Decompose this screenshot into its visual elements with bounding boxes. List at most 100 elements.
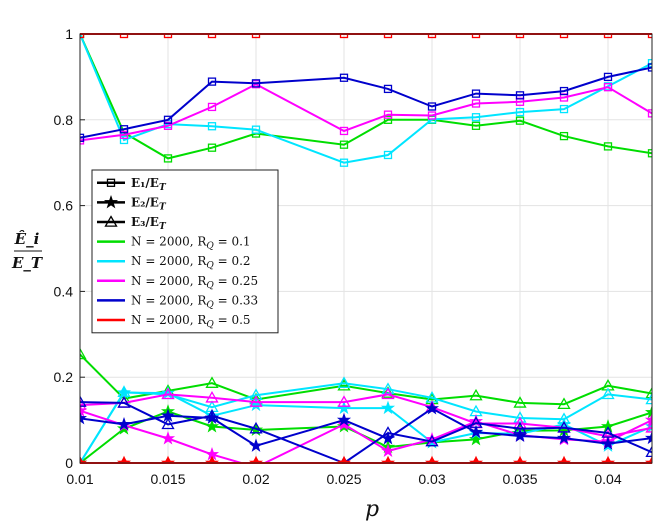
data-point-marker: [383, 115, 393, 124]
data-point-marker: [380, 400, 396, 415]
y-tick-label: 0.8: [54, 112, 74, 128]
data-point-marker: [251, 125, 261, 134]
data-point-marker: [427, 111, 437, 120]
y-axis-label-numerator: Ê_i: [14, 230, 40, 248]
data-point-marker: [557, 421, 571, 433]
data-point-marker: [383, 456, 393, 464]
data-point-marker: [381, 387, 395, 400]
data-point-marker: [249, 388, 263, 400]
data-point-marker: [116, 416, 132, 431]
series-line: [80, 66, 652, 139]
data-point-marker: [471, 121, 481, 130]
data-point-marker: [207, 122, 217, 131]
data-point-marker: [468, 424, 484, 439]
data-point-marker: [515, 116, 525, 125]
data-point-marker: [513, 416, 527, 429]
legend-entry-label: N = 2000, RQ = 0.2: [131, 254, 251, 271]
y-tick-label: 0.2: [54, 369, 74, 385]
data-point-marker: [603, 456, 613, 464]
data-point-marker: [80, 398, 87, 410]
series-line: [80, 83, 652, 142]
data-point-marker: [161, 387, 175, 400]
data-point-marker: [163, 115, 173, 124]
data-point-marker: [468, 431, 484, 446]
data-point-marker: [383, 110, 393, 119]
data-point-marker: [645, 386, 652, 399]
series-line-group: [80, 401, 652, 452]
legend-entry-label: N = 2000, RQ = 0.1: [131, 235, 251, 252]
data-point-marker: [80, 395, 87, 407]
data-point-marker: [647, 63, 652, 72]
data-point-marker: [383, 84, 393, 94]
y-tick-label: 0: [65, 455, 73, 471]
data-point-marker: [80, 410, 88, 425]
data-point-marker: [160, 431, 176, 445]
x-tick-label: 0.025: [326, 471, 361, 487]
series-line-group: [80, 33, 652, 167]
legend-marker-sample: [103, 194, 119, 209]
data-point-marker: [471, 99, 481, 108]
data-point-marker: [600, 436, 616, 450]
data-point-marker: [644, 430, 652, 445]
data-point-marker: [647, 456, 652, 464]
y-axis-label-denominator: E_T: [11, 254, 44, 272]
data-point-marker: [513, 421, 527, 434]
data-point-marker: [645, 392, 652, 405]
data-point-marker: [383, 150, 393, 160]
data-point-marker: [644, 412, 652, 427]
data-point-marker: [381, 426, 395, 438]
legend-box: [91, 169, 279, 334]
data-point-marker: [248, 438, 264, 452]
data-point-marker: [205, 376, 219, 388]
data-point-marker: [163, 456, 173, 464]
data-point-marker: [251, 79, 261, 88]
data-point-marker: [471, 456, 481, 464]
data-point-marker: [469, 388, 483, 401]
data-point-marker: [512, 428, 528, 442]
legend-entry-label: E₃/ET: [131, 215, 167, 232]
data-point-marker: [336, 412, 352, 427]
data-point-marker: [603, 142, 613, 151]
data-point-marker: [513, 396, 527, 408]
data-point-marker: [603, 72, 613, 82]
data-point-marker: [601, 387, 615, 400]
data-point-marker: [207, 102, 217, 112]
data-point-marker: [556, 430, 572, 445]
data-point-marker: [559, 456, 569, 464]
legend-entry-label: N = 2000, RQ = 0.5: [131, 313, 251, 330]
legend-marker-sample: [106, 178, 116, 187]
data-point-marker: [427, 102, 437, 111]
data-point-marker: [515, 107, 525, 117]
legend-marker-sample: [104, 215, 118, 227]
data-point-marker: [381, 382, 395, 394]
data-point-marker: [205, 408, 219, 421]
data-point-marker: [251, 456, 261, 464]
data-point-marker: [427, 456, 437, 464]
series-line: [80, 33, 652, 160]
x-axis-label: p: [365, 497, 379, 522]
data-point-marker: [80, 456, 85, 464]
data-point-marker: [337, 395, 351, 407]
data-point-marker: [117, 396, 131, 408]
data-point-marker: [647, 109, 652, 118]
data-point-marker: [645, 445, 652, 458]
data-point-marker: [425, 434, 439, 447]
legend-entry-label: E₂/ET: [131, 195, 167, 212]
series-group: [80, 33, 652, 464]
data-point-marker: [207, 456, 217, 464]
series-line-group: [80, 63, 652, 142]
data-point-marker: [80, 347, 87, 360]
legend: E₁/ET E₂/ET E₃/ET N = 2000, RQ = 0.1 N = 200…: [91, 169, 279, 334]
data-point-marker: [160, 385, 176, 400]
data-point-marker: [339, 140, 349, 149]
data-point-marker: [515, 456, 525, 464]
legend-entry-label: N = 2000, RQ = 0.33: [131, 293, 258, 310]
data-point-marker: [161, 417, 175, 430]
data-point-marker: [645, 421, 652, 433]
data-point-marker: [601, 426, 615, 438]
data-point-marker: [557, 397, 571, 410]
x-axis-ticks: 0.01 0.015 0.02 0.025 0.03 0.035 0.04: [66, 458, 622, 487]
data-point-marker: [249, 395, 263, 407]
data-point-marker: [424, 401, 440, 415]
data-point-marker: [337, 378, 351, 391]
